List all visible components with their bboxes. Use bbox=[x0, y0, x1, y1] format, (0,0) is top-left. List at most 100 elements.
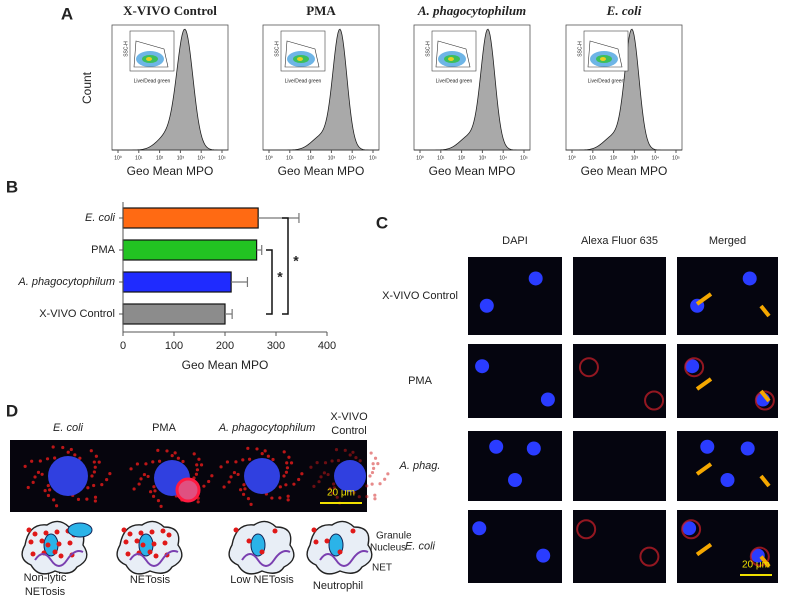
bar bbox=[122, 271, 232, 293]
nucleus bbox=[526, 441, 541, 456]
x-tick-label: 10⁵ bbox=[218, 155, 226, 161]
granule bbox=[334, 448, 339, 452]
granule bbox=[78, 456, 82, 460]
granule bbox=[358, 459, 362, 463]
granule bbox=[135, 462, 140, 466]
granule bbox=[263, 449, 267, 453]
nucleus bbox=[475, 359, 490, 374]
granule bbox=[266, 454, 270, 458]
granule bbox=[323, 461, 328, 465]
micrograph bbox=[677, 344, 778, 418]
nucleus bbox=[740, 441, 755, 456]
granule bbox=[181, 459, 185, 464]
granule bbox=[368, 474, 372, 478]
arrow bbox=[695, 542, 713, 557]
granule bbox=[32, 531, 38, 537]
gate bbox=[435, 40, 471, 68]
granule bbox=[31, 480, 35, 484]
granule bbox=[357, 495, 361, 499]
x-tick-label: 300 bbox=[267, 340, 285, 352]
gate bbox=[133, 40, 169, 68]
granule bbox=[246, 538, 252, 544]
part-label: NET bbox=[372, 563, 392, 574]
arrow bbox=[759, 389, 771, 403]
row-label: A. phag. bbox=[399, 460, 441, 472]
histogram bbox=[112, 28, 228, 151]
panel-letter: C bbox=[376, 213, 388, 232]
granule bbox=[165, 449, 169, 453]
granule bbox=[28, 539, 34, 545]
mpo-signal bbox=[644, 390, 665, 411]
granule bbox=[39, 538, 45, 544]
panel-letter: B bbox=[6, 177, 18, 196]
inset-label: SSC-H bbox=[577, 41, 583, 57]
granule bbox=[372, 466, 376, 470]
mpo-signal bbox=[576, 519, 597, 540]
x-tick-label: 100 bbox=[165, 340, 183, 352]
granule bbox=[30, 551, 36, 557]
scale-label: 20 μm bbox=[327, 488, 355, 499]
mpo-signal bbox=[681, 519, 702, 540]
micrograph bbox=[573, 510, 666, 583]
granule bbox=[352, 490, 356, 495]
granule bbox=[149, 529, 155, 535]
micrograph bbox=[677, 257, 778, 335]
error-bar bbox=[256, 245, 263, 255]
cell-label: Low NETosis bbox=[230, 574, 294, 586]
y-tick-label: E. coli bbox=[85, 212, 116, 224]
granule bbox=[139, 477, 143, 481]
granule bbox=[100, 483, 104, 487]
granule bbox=[166, 532, 172, 538]
granule bbox=[373, 493, 377, 497]
micrograph-bg bbox=[468, 344, 562, 418]
granule bbox=[132, 487, 136, 491]
granule bbox=[56, 541, 62, 547]
granule bbox=[282, 450, 286, 454]
x-tick-label: 10¹ bbox=[589, 155, 597, 161]
granule bbox=[332, 486, 336, 490]
x-axis-label: Geo Mean MPO bbox=[278, 164, 365, 178]
nucleus bbox=[528, 271, 543, 286]
granule bbox=[246, 496, 251, 501]
granule bbox=[286, 494, 290, 498]
granule bbox=[46, 493, 51, 498]
inset-label: Live/Dead green bbox=[134, 78, 171, 84]
granule bbox=[151, 460, 155, 464]
granule bbox=[227, 480, 231, 484]
granule bbox=[330, 459, 334, 463]
granule bbox=[287, 455, 291, 459]
y-tick-label: X-VIVO Control bbox=[39, 308, 115, 320]
granule bbox=[282, 474, 286, 478]
histogram bbox=[263, 28, 379, 151]
granule bbox=[43, 489, 47, 493]
granule bbox=[176, 456, 180, 460]
nucleus bbox=[682, 521, 697, 536]
plot-title: E. coli bbox=[606, 3, 642, 18]
granule bbox=[354, 455, 358, 460]
mpo-signal bbox=[578, 357, 599, 378]
granule bbox=[121, 527, 127, 533]
column-header: X-VIVO Control bbox=[330, 411, 368, 437]
inset-label: SSC-H bbox=[425, 41, 431, 57]
arrow bbox=[759, 555, 771, 568]
granule bbox=[365, 484, 369, 488]
granule bbox=[92, 470, 96, 474]
mpo-signal bbox=[639, 546, 660, 567]
panel-letter: A bbox=[61, 4, 73, 23]
granule bbox=[328, 487, 332, 491]
micrograph bbox=[468, 510, 562, 583]
net bbox=[319, 550, 369, 567]
granule bbox=[194, 472, 199, 476]
granule bbox=[337, 549, 343, 555]
granule bbox=[285, 461, 289, 465]
granule bbox=[259, 549, 265, 555]
micrograph bbox=[573, 431, 666, 501]
granule bbox=[335, 495, 339, 499]
x-tick-label: 10⁰ bbox=[265, 155, 273, 161]
cell-label: Neutrophil bbox=[313, 580, 363, 592]
granule bbox=[285, 466, 290, 470]
granule bbox=[331, 491, 335, 495]
mpo-signal bbox=[754, 390, 775, 411]
x-tick-label: 10² bbox=[156, 155, 164, 161]
micrograph-bg bbox=[677, 257, 778, 335]
